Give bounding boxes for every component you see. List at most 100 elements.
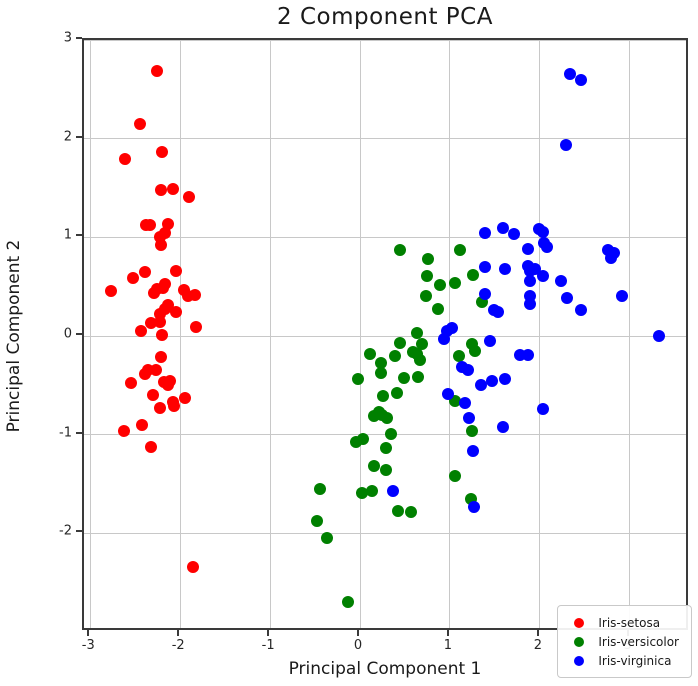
gridline [359,40,361,628]
data-point-iris-setosa [133,117,146,130]
data-point-iris-virginica [468,500,481,513]
data-point-iris-versicolor [310,514,323,527]
data-point-iris-versicolor [414,353,427,366]
data-point-iris-virginica [475,379,488,392]
x-tick-label: 0 [353,638,363,653]
data-point-iris-versicolor [377,390,390,403]
y-tick-label: -2 [59,523,72,539]
data-point-iris-setosa [148,286,161,299]
data-point-iris-virginica [522,348,535,361]
data-point-iris-virginica [387,484,400,497]
data-point-iris-virginica [496,222,509,235]
data-point-iris-versicolor [394,336,407,349]
data-point-iris-virginica [479,227,491,240]
data-point-iris-setosa [190,321,203,334]
data-point-iris-versicolor [380,442,393,455]
data-point-iris-virginica [467,445,480,458]
data-point-iris-virginica [523,274,536,287]
data-point-iris-versicolor [420,269,433,282]
data-point-iris-virginica [523,298,536,311]
data-point-iris-virginica [575,74,588,87]
data-point-iris-versicolor [465,424,478,437]
data-point-iris-versicolor [389,349,402,362]
setosa-marker-icon [574,617,585,628]
x-tick-label: -2 [171,638,185,653]
data-point-iris-setosa [156,329,169,341]
data-point-iris-setosa [126,271,139,284]
data-point-iris-versicolor [410,327,423,340]
data-point-iris-virginica [536,226,549,239]
data-point-iris-setosa [124,377,137,390]
data-point-iris-setosa [147,389,160,402]
data-point-iris-virginica [604,252,617,265]
y-tick-label: 2 [63,129,72,145]
data-point-iris-virginica [536,403,549,415]
data-point-iris-versicolor [405,505,418,518]
data-point-iris-versicolor [374,366,387,379]
y-tick-mark [76,431,82,434]
data-point-iris-setosa [104,284,117,297]
data-point-iris-setosa [119,153,132,166]
data-point-iris-virginica [437,332,450,345]
data-point-iris-virginica [479,287,491,300]
legend-label-setosa: Iris-setosa [598,615,661,630]
data-point-iris-versicolor [393,244,406,257]
legend-item-versicolor: Iris-versicolor [568,632,679,651]
x-tick-mark [177,630,180,636]
gridline [84,532,686,534]
data-point-iris-virginica [491,306,504,319]
data-point-iris-setosa [155,350,168,363]
data-point-iris-versicolor [449,470,462,483]
data-point-iris-versicolor [355,486,368,499]
data-point-iris-setosa [189,288,202,301]
y-axis-label: Principal Component 2 [4,239,24,433]
data-point-iris-virginica [462,411,475,424]
data-point-iris-versicolor [390,387,403,400]
data-point-iris-versicolor [352,373,365,386]
gridline [89,40,91,628]
y-tick-label: -1 [59,425,72,441]
data-point-iris-virginica [498,262,511,275]
x-tick-mark [87,630,90,636]
data-point-iris-versicolor [356,432,369,445]
data-point-iris-virginica [461,363,474,376]
data-point-iris-versicolor [342,596,355,609]
gridline [84,138,686,140]
data-point-iris-setosa [158,277,171,290]
x-tick-mark [267,630,270,636]
data-point-iris-virginica [507,228,520,241]
data-point-iris-virginica [484,334,497,347]
data-point-iris-versicolor [469,344,482,357]
data-point-iris-setosa [153,316,166,329]
data-point-iris-virginica [498,373,511,386]
x-tick-mark [357,630,360,636]
data-point-iris-versicolor [434,278,447,291]
data-point-iris-virginica [445,322,458,335]
data-point-iris-setosa [154,402,167,415]
data-point-iris-setosa [161,217,174,230]
data-point-iris-setosa [153,231,166,244]
legend-item-setosa: Iris-setosa [568,613,679,632]
data-point-iris-virginica [575,304,588,317]
gridline [269,40,271,628]
data-point-iris-setosa [135,418,148,431]
data-point-iris-versicolor [432,303,445,316]
data-point-iris-versicolor [380,464,393,477]
data-point-iris-setosa [155,183,168,196]
plot-area [82,38,688,630]
data-point-iris-setosa [186,560,199,573]
data-point-iris-versicolor [384,427,397,440]
data-point-iris-virginica [559,138,572,151]
data-point-iris-setosa [134,325,147,338]
data-point-iris-virginica [563,67,576,80]
y-tick-mark [76,530,82,533]
data-point-iris-virginica [536,269,549,282]
gridline [539,40,541,628]
data-point-iris-versicolor [368,460,381,473]
data-point-iris-versicolor [398,372,411,385]
gridline [84,236,686,238]
data-point-iris-versicolor [374,356,387,369]
legend-label-versicolor: Iris-versicolor [598,634,679,649]
data-point-iris-versicolor [313,482,326,495]
data-point-iris-versicolor [422,253,435,266]
